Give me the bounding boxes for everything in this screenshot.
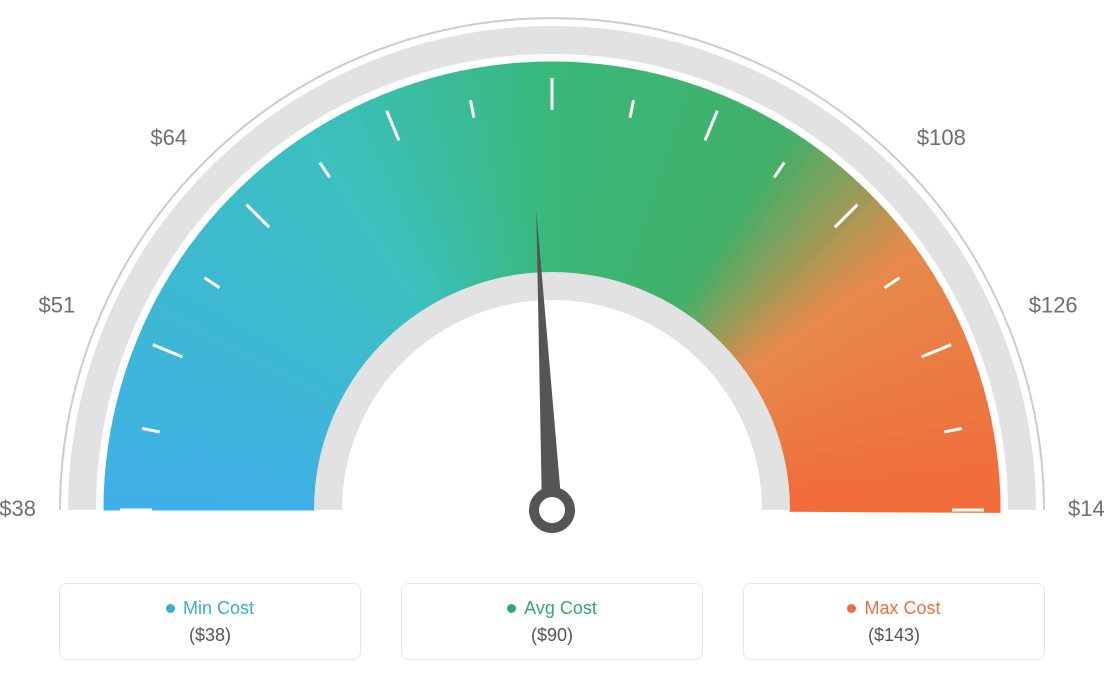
legend-value-avg: ($90) (531, 625, 573, 646)
gauge-chart: $38$51$64$90$108$126$143 (0, 0, 1104, 560)
svg-text:$143: $143 (1068, 496, 1104, 521)
legend-label-min: Min Cost (183, 598, 254, 619)
legend-row: Min Cost ($38) Avg Cost ($90) Max Cost (… (0, 583, 1104, 660)
legend-card-avg: Avg Cost ($90) (401, 583, 703, 660)
svg-text:$108: $108 (917, 125, 966, 150)
legend-card-min: Min Cost ($38) (59, 583, 361, 660)
gauge-svg: $38$51$64$90$108$126$143 (0, 0, 1104, 560)
svg-text:$51: $51 (39, 293, 76, 318)
svg-text:$126: $126 (1029, 293, 1078, 318)
dot-icon (166, 604, 175, 613)
legend-label-avg: Avg Cost (524, 598, 597, 619)
legend-value-min: ($38) (189, 625, 231, 646)
dot-icon (847, 604, 856, 613)
legend-card-max: Max Cost ($143) (743, 583, 1045, 660)
svg-text:$38: $38 (0, 496, 36, 521)
svg-text:$64: $64 (150, 125, 187, 150)
legend-value-max: ($143) (868, 625, 920, 646)
legend-label-max: Max Cost (864, 598, 940, 619)
dot-icon (507, 604, 516, 613)
